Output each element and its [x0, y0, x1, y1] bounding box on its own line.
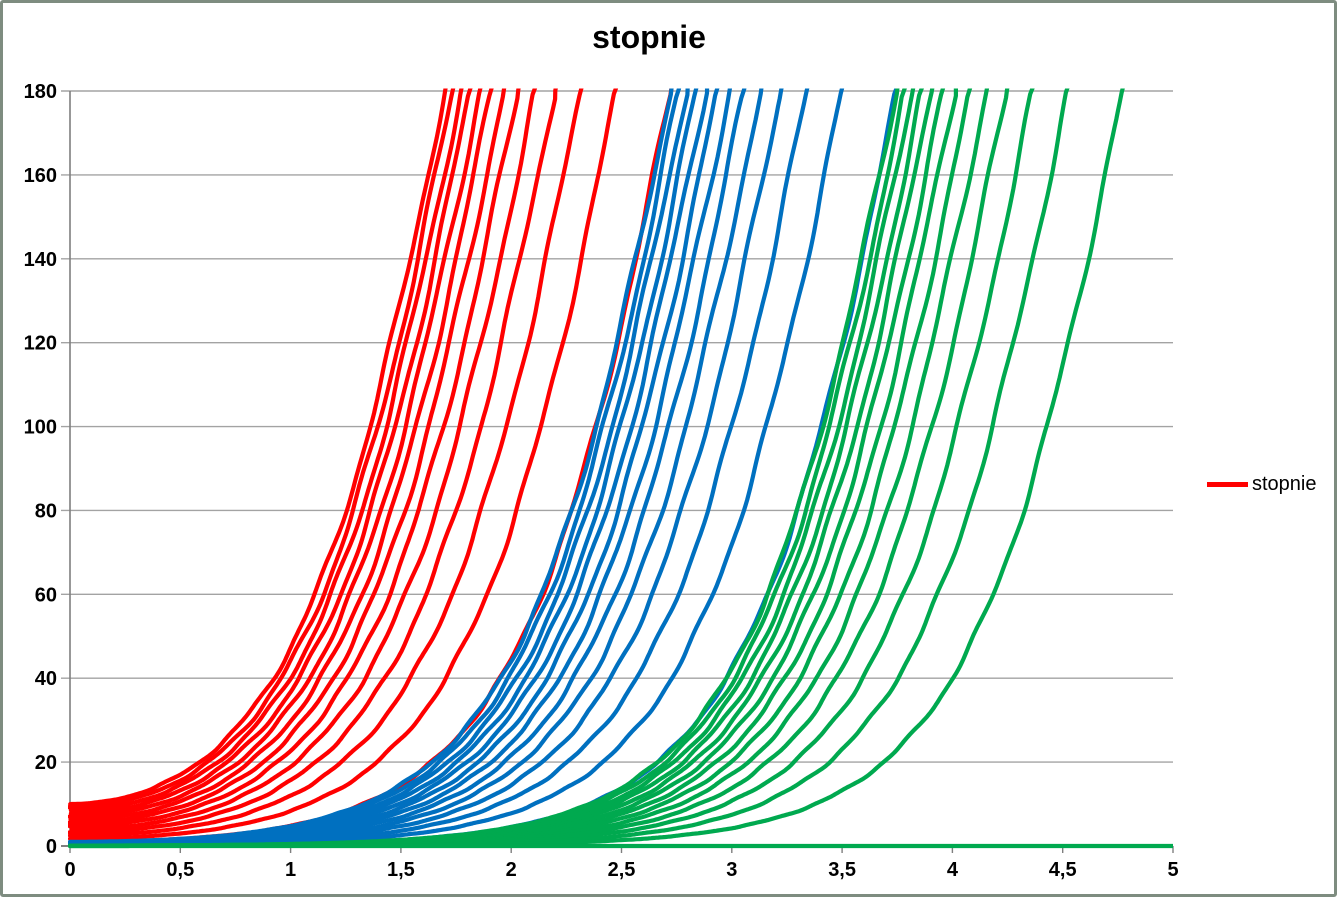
x-tick-label: 3 — [726, 859, 737, 881]
y-tick-label: 140 — [24, 249, 57, 271]
chart-title: stopnie — [592, 19, 706, 55]
legend-label: stopnie — [1252, 472, 1317, 495]
y-tick-label: 20 — [35, 752, 57, 774]
plot-area: 0 20 40 60 80 100 120 140 160 180 0 0,5 1 1,5 2 2,5 3 3,5… — [24, 81, 1179, 881]
y-tick-label: 180 — [24, 81, 57, 103]
x-tick-label: 0,5 — [166, 859, 194, 881]
curve-red-family-theta0-4.75 — [68, 88, 521, 829]
curve-green-family-theta0-0.085 — [68, 88, 916, 848]
curve-red-family-theta0-1.75 — [68, 88, 619, 841]
curves-group — [68, 88, 1173, 849]
legend-swatch-red-line — [1207, 481, 1248, 487]
y-tick-label: 160 — [24, 165, 57, 187]
curve-blue-family-theta0-0.175 — [68, 88, 845, 848]
curve-red-family-theta0-10 — [68, 88, 448, 807]
curve-red-family-theta0-2.5 — [68, 88, 584, 838]
x-tick-label: 2 — [506, 859, 517, 881]
x-tick-label: 4,5 — [1049, 859, 1077, 881]
y-tick-label: 60 — [35, 584, 57, 606]
curve-red-family-theta0-7.75 — [68, 88, 473, 816]
curve-red-family-theta0-5.5 — [68, 88, 507, 825]
curve-green-family-theta0-0.07 — [68, 88, 935, 848]
y-tick-label: 0 — [46, 836, 57, 858]
x-tick-label: 3,5 — [828, 859, 856, 881]
x-tick-label: 1,5 — [387, 859, 415, 881]
y-tick-label: 120 — [24, 333, 57, 355]
x-tick-label: 2,5 — [608, 859, 636, 881]
curve-red-family-theta0-1 — [68, 88, 674, 844]
curve-red-family-theta0-9.25 — [68, 88, 456, 810]
y-tick-label: 100 — [24, 417, 57, 439]
x-tick-label: 1 — [285, 859, 296, 881]
y-tick-label: 40 — [35, 668, 57, 690]
curve-red-family-theta0-8.5 — [68, 88, 464, 813]
x-tick-label: 0 — [64, 859, 75, 881]
curve-red-family-theta0-6.25 — [68, 88, 494, 822]
curve-red-family-theta0-3.25 — [68, 88, 558, 835]
x-tick-label: 4 — [947, 859, 959, 881]
y-tick-label: 80 — [35, 500, 57, 522]
curve-red-family-theta0-4 — [69, 88, 538, 832]
curve-red-family-theta0-7 — [68, 88, 483, 819]
curve-blue-family-theta0-0.7 — [68, 88, 710, 846]
x-tick-label: 5 — [1167, 859, 1178, 881]
legend: stopnie — [1207, 470, 1317, 498]
